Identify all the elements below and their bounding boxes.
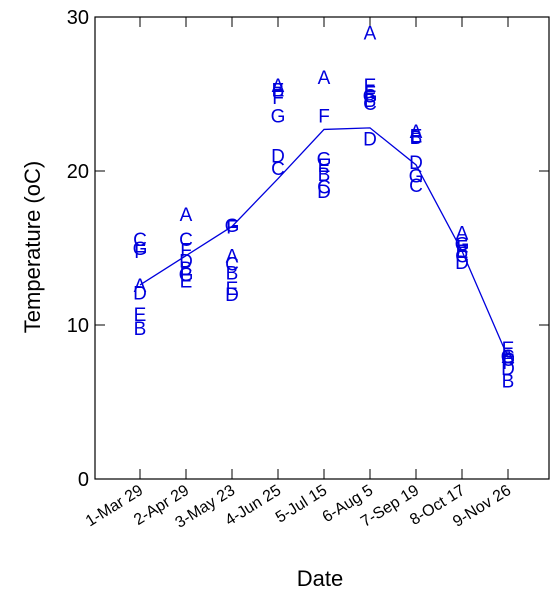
point-marker-b: B [410,128,423,149]
point-marker-e: E [134,305,147,326]
point-marker-c: C [363,94,377,115]
point-marker-a: A [272,76,285,97]
point-marker-c: C [455,247,469,268]
point-marker-g: G [317,150,332,171]
point-marker-e: E [180,271,193,292]
point-marker-c: C [271,159,285,180]
plot-frame [94,16,550,480]
point-marker-c: C [317,177,331,198]
point-marker-d: D [225,285,239,306]
point-marker-f: F [502,353,514,374]
mean-line-series [139,127,509,358]
point-marker-e: E [364,76,377,97]
point-marker-e: E [318,156,331,177]
point-marker-c: C [409,176,423,197]
point-marker-f: F [226,217,238,238]
y-axis-label: Temperature (oC) [20,161,45,333]
point-marker-d: D [317,182,331,203]
plot-border [94,16,550,480]
point-marker-e: E [226,279,239,300]
point-marker-c: C [225,254,239,275]
point-marker-g: G [133,239,148,260]
point-marker-e: E [456,242,469,263]
point-marker-b: B [272,80,285,101]
point-marker-e: E [410,127,423,148]
point-marker-b: B [226,264,239,285]
point-marker-g: G [455,234,470,255]
point-marker-f: F [180,241,192,262]
point-marker-a: A [180,205,193,226]
point-marker-a: A [226,247,239,268]
point-marker-f: F [272,88,284,109]
y-tick-label: 10 [67,315,89,337]
x-axis-label: Date [297,566,343,591]
y-axis: 0 10 20 30 [67,7,549,491]
point-marker-d: D [455,253,469,274]
point-marker-a: A [364,23,377,44]
point-marker-b: B [134,319,147,340]
point-marker-a: A [318,68,331,89]
point-marker-g: G [409,167,424,188]
point-marker-b: B [502,371,515,392]
point-marker-b: B [456,242,469,263]
y-tick-label: 30 [67,7,89,29]
x-tick-label: 5-Jul 15 [273,482,330,527]
y-tick-label: 0 [78,469,89,491]
point-marker-c: C [501,350,515,371]
point-marker-b: B [180,259,193,280]
point-marker-d: D [363,130,377,151]
y-tick-label: 20 [67,161,89,183]
point-marker-c: C [133,230,147,251]
point-marker-g: G [363,87,378,108]
point-marker-g: G [225,216,240,237]
point-marker-f: F [318,107,330,128]
point-marker-g: G [179,265,194,286]
point-marker-g: G [271,107,286,128]
point-marker-e: E [502,339,515,360]
point-marker-a: A [502,347,515,368]
mean-line [139,127,509,358]
point-marker-f: F [134,242,146,263]
point-marker-d: D [179,251,193,272]
x-axis: 1-Mar 292-Apr 293-May 234-Jun 255-Jul 15… [83,17,514,532]
point-marker-f: F [410,127,422,148]
point-marker-b: B [318,165,331,186]
point-marker-a: A [134,276,147,297]
point-marker-f: F [456,237,468,258]
point-marker-a: A [410,122,423,143]
point-marker-f: F [364,83,376,104]
point-marker-a: A [456,224,469,245]
point-marker-c: C [179,230,193,251]
point-marker-d: D [133,284,147,305]
point-marker-d: D [501,359,515,380]
point-marker-d: D [409,153,423,174]
point-marker-d: D [271,147,285,168]
point-marker-e: E [272,80,285,101]
point-marker-g: G [501,347,516,368]
point-marker-b: B [364,91,377,112]
